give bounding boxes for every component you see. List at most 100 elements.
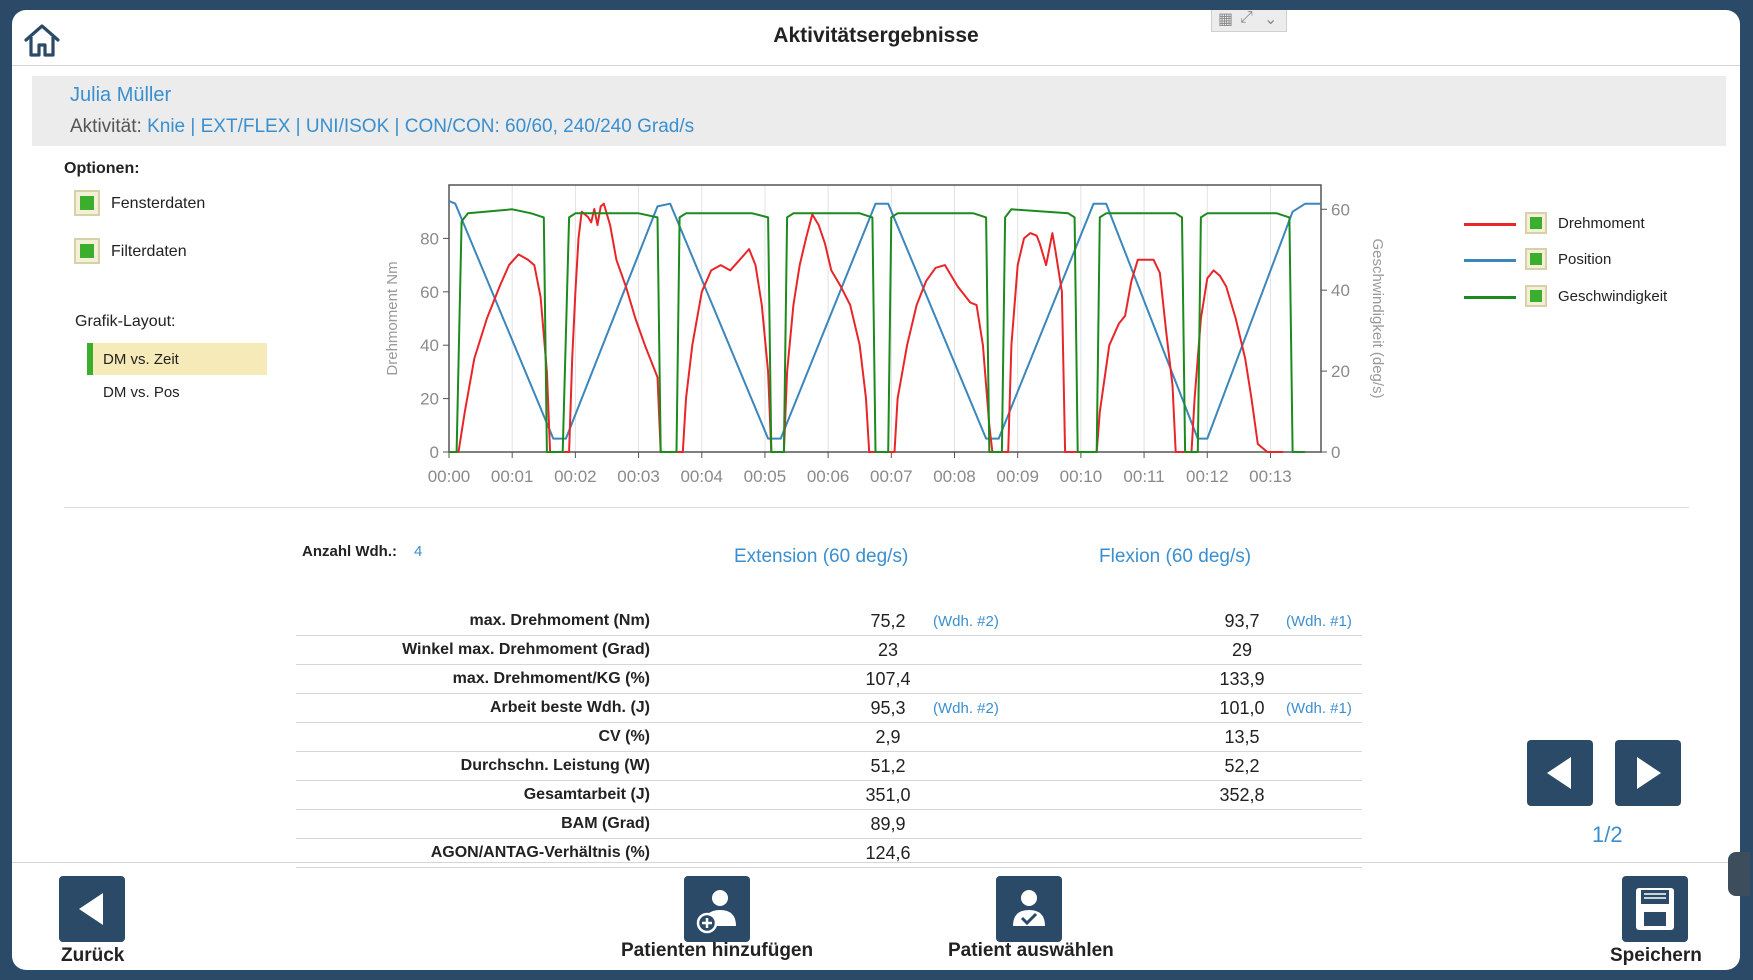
checkbox-fensterdaten[interactable] xyxy=(74,190,100,216)
x-tick-label: 00:12 xyxy=(1186,467,1229,486)
extension-rep-ref: (Wdh. #2) xyxy=(933,700,999,717)
extension-value: 124,6 xyxy=(865,843,911,863)
table-row: max. Drehmoment/KG (%) 107,4 133,9 xyxy=(296,665,1362,694)
checkbox-filterdaten[interactable] xyxy=(74,238,100,264)
table-row: BAM (Grad) 89,9 xyxy=(296,810,1362,839)
extension-value: 89,9 xyxy=(870,814,906,834)
legend-line-geschwindigkeit xyxy=(1464,296,1516,299)
torque-chart: 00:00 00:01 00:02 00:03 00:04 00:05 00:06 00:07… xyxy=(384,184,1386,486)
x-tick-label: 00:10 xyxy=(1060,467,1103,486)
extension-value: 23 xyxy=(877,640,899,660)
home-icon xyxy=(24,24,60,57)
legend-line-drehmoment xyxy=(1464,223,1516,226)
flexion-rep-ref: (Wdh. #1) xyxy=(1286,700,1352,717)
series-line-drehmoment xyxy=(449,202,1284,453)
row-label: AGON/ANTAG-Verhältnis (%) xyxy=(430,844,650,861)
legend-label-drehmoment: Drehmoment xyxy=(1558,215,1645,232)
add-patient-icon xyxy=(696,890,736,934)
grid-icon[interactable]: ▦ xyxy=(1218,11,1234,28)
x-tick-label: 00:00 xyxy=(428,467,471,486)
extension-value: 95,3 xyxy=(870,698,906,718)
save-button-label[interactable]: Speichern xyxy=(1610,945,1702,966)
window-controls[interactable]: ▦ ⤢ ⌄ xyxy=(1211,10,1287,32)
y2-tick-label: 40 xyxy=(1331,281,1350,300)
back-button-label[interactable]: Zurück xyxy=(61,945,125,966)
column-head-extension: Extension (60 deg/s) xyxy=(734,546,909,567)
select-patient-button[interactable] xyxy=(996,876,1062,942)
select-patient-icon xyxy=(1013,890,1045,926)
layout-title: Grafik-Layout: xyxy=(75,313,176,330)
table-row: CV (%) 2,9 13,5 xyxy=(296,723,1362,752)
home-button[interactable] xyxy=(22,22,62,58)
row-label: Winkel max. Drehmoment (Grad) xyxy=(402,641,650,658)
select-patient-label[interactable]: Patient auswählen xyxy=(948,940,1114,961)
extension-rep-ref: (Wdh. #2) xyxy=(933,613,999,630)
row-label: max. Drehmoment (Nm) xyxy=(469,612,650,629)
y2-tick-label: 20 xyxy=(1331,362,1350,381)
triangle-left-icon xyxy=(79,893,103,925)
y2-axis-label: Geschwindigkeit (deg/s) xyxy=(1369,238,1386,398)
add-patient-button[interactable] xyxy=(684,876,750,942)
x-tick-label: 00:02 xyxy=(554,467,597,486)
page-title: Aktivitätsergebnisse xyxy=(773,24,979,47)
flexion-value: 101,0 xyxy=(1219,698,1265,718)
checkbox-label-fensterdaten: Fensterdaten xyxy=(111,195,206,212)
flexion-value: 52,2 xyxy=(1224,756,1260,776)
row-label: BAM (Grad) xyxy=(561,815,650,832)
table-row: Gesamtarbeit (J) 351,0 352,8 xyxy=(296,781,1362,810)
table-row: Durchschn. Leistung (W) 51,2 52,2 xyxy=(296,752,1362,781)
prev-page-button[interactable] xyxy=(1527,740,1593,806)
flexion-value: 352,8 xyxy=(1219,785,1265,805)
extension-value: 107,4 xyxy=(865,669,911,689)
y-tick-label: 60 xyxy=(420,283,439,302)
y-tick-label: 40 xyxy=(420,336,439,355)
y2-tick-label: 60 xyxy=(1331,200,1350,219)
next-page-button[interactable] xyxy=(1615,740,1681,806)
series-line-position xyxy=(448,200,1321,440)
legend-checkbox-drehmoment[interactable] xyxy=(1525,212,1547,234)
series-line-geschwindigkeit xyxy=(449,208,1306,453)
extension-value: 51,2 xyxy=(870,756,906,776)
layout-option-dm-vs-pos[interactable]: DM vs. Pos xyxy=(103,384,180,401)
flexion-value: 13,5 xyxy=(1224,727,1260,747)
y-tick-label: 20 xyxy=(420,390,439,409)
x-tick-label: 00:08 xyxy=(933,467,976,486)
x-tick-label: 00:13 xyxy=(1249,467,1292,486)
flexion-rep-ref: (Wdh. #1) xyxy=(1286,613,1352,630)
triangle-right-icon xyxy=(1637,757,1661,789)
x-tick-label: 00:03 xyxy=(617,467,660,486)
save-button[interactable] xyxy=(1622,876,1688,942)
row-label: CV (%) xyxy=(598,728,650,745)
back-button[interactable] xyxy=(59,876,125,942)
section-divider xyxy=(64,507,1689,508)
add-patient-label[interactable]: Patienten hinzufügen xyxy=(621,940,814,961)
footer-divider xyxy=(12,862,1740,863)
reps-label: Anzahl Wdh.: xyxy=(302,543,397,560)
chevron-down-icon[interactable]: ⌄ xyxy=(1264,11,1278,28)
flexion-value: 29 xyxy=(1231,640,1253,660)
x-tick-label: 00:07 xyxy=(870,467,913,486)
layout-option-dm-vs-zeit[interactable]: DM vs. Zeit xyxy=(87,343,267,375)
row-label: Arbeit beste Wdh. (J) xyxy=(489,699,650,716)
table-row: max. Drehmoment (Nm) 75,2 (Wdh. #2) 93,7 (Wd… xyxy=(296,607,1362,636)
row-label: Gesamtarbeit (J) xyxy=(523,786,650,803)
side-panel-handle[interactable] xyxy=(1728,852,1750,896)
table-row: AGON/ANTAG-Verhältnis (%) 124,6 xyxy=(296,839,1362,868)
y-tick-label: 80 xyxy=(420,229,439,248)
triangle-left-icon xyxy=(1547,757,1571,789)
floppy-disk-icon xyxy=(1636,888,1674,930)
patient-info-bar: Julia Müller Aktivität: Knie | EXT/FLEX … xyxy=(32,76,1726,146)
activity-value: Knie | EXT/FLEX | UNI/ISOK | CON/CON: 60… xyxy=(147,116,695,137)
table-row: Winkel max. Drehmoment (Grad) 23 29 xyxy=(296,636,1362,665)
options-title: Optionen: xyxy=(64,160,140,177)
legend-checkbox-position[interactable] xyxy=(1525,248,1547,270)
legend-label-position: Position xyxy=(1558,251,1612,268)
legend-checkbox-geschwindigkeit[interactable] xyxy=(1525,285,1547,307)
y-tick-label: 0 xyxy=(430,443,439,462)
row-label: Durchschn. Leistung (W) xyxy=(460,757,650,774)
x-tick-label: 00:01 xyxy=(491,467,534,486)
patient-name: Julia Müller xyxy=(70,84,172,106)
expand-icon[interactable]: ⤢ xyxy=(1240,10,1253,26)
x-tick-label: 00:09 xyxy=(996,467,1039,486)
